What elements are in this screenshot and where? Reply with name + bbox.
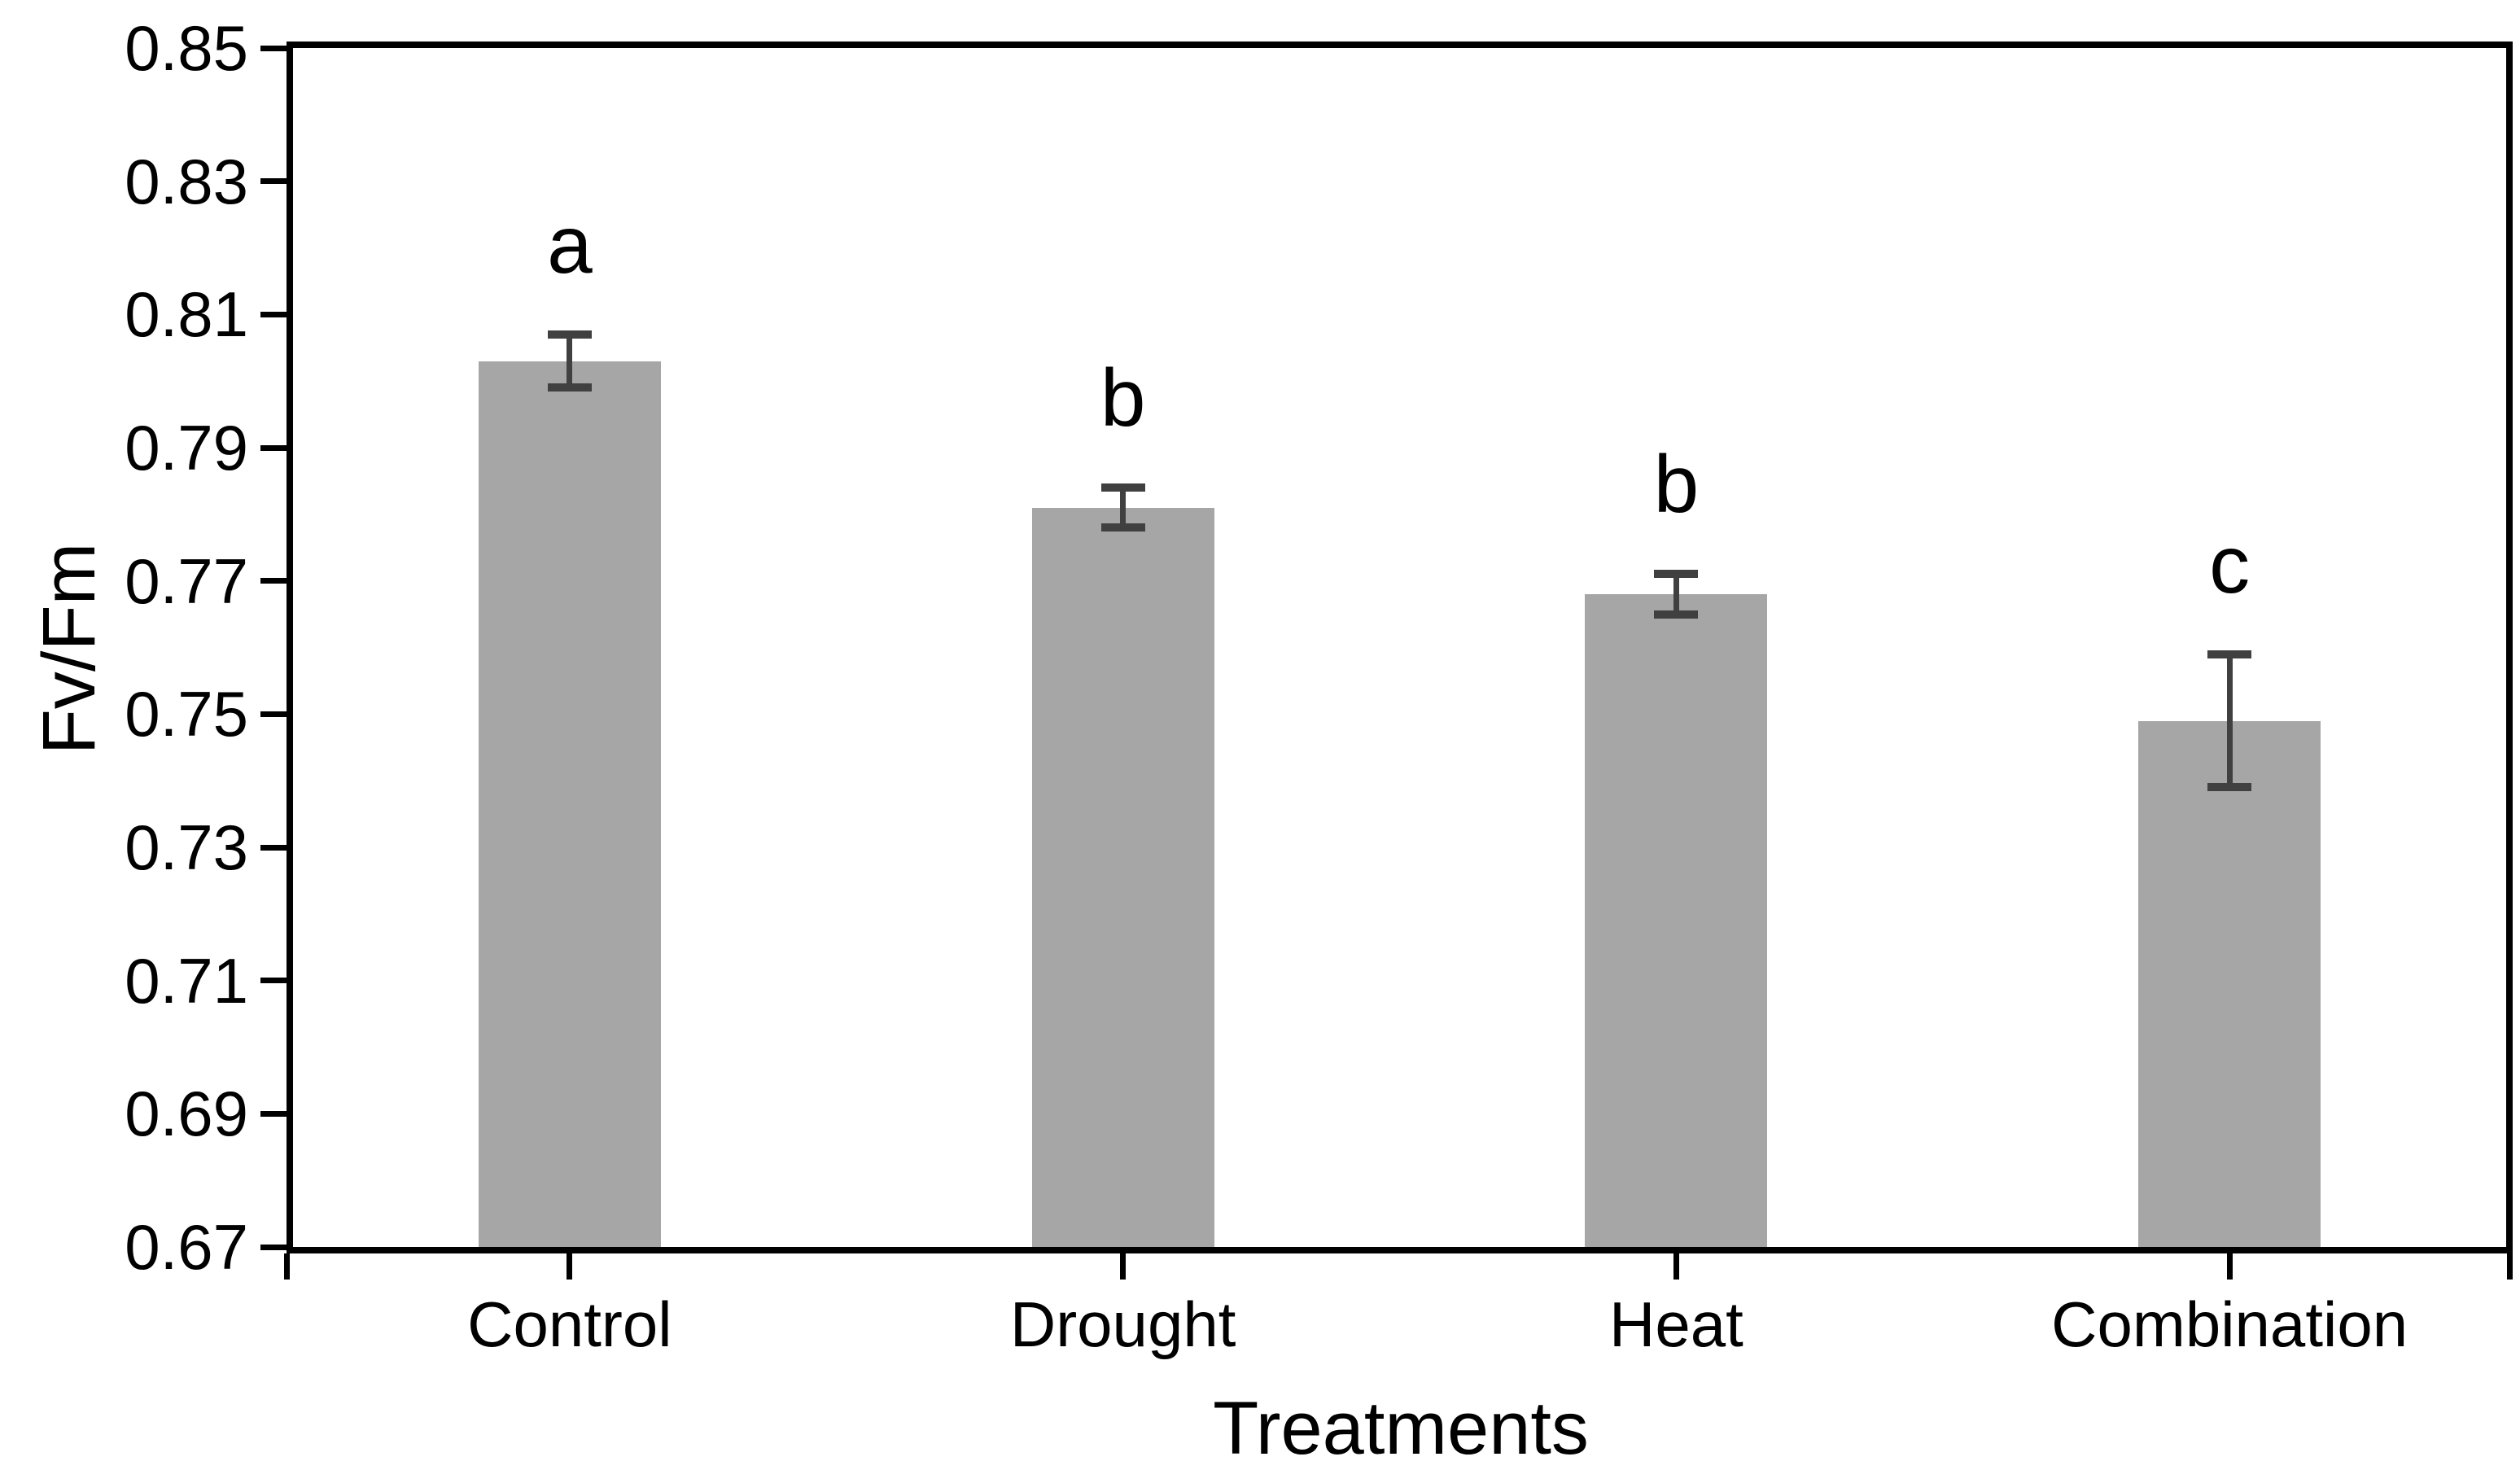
x-tick-label-heat: Heat [1608, 1288, 1743, 1360]
error-bar-line [1120, 488, 1127, 528]
x-tick-mark [2226, 1253, 2233, 1280]
y-tick-mark [260, 45, 287, 51]
significance-letter: b [1653, 439, 1700, 531]
bar-combination [2138, 720, 2321, 1247]
y-tick-label: 0.77 [125, 545, 248, 617]
x-tick-mark-boundary [2506, 1253, 2513, 1280]
y-tick-label: 0.83 [125, 145, 248, 217]
x-tick-mark-boundary [283, 1253, 290, 1280]
y-tick-mark [260, 178, 287, 185]
y-tick-label: 0.71 [125, 944, 248, 1017]
error-bar-line [567, 334, 573, 388]
x-tick-mark [1120, 1253, 1127, 1280]
x-tick-label-combination: Combination [2051, 1288, 2408, 1360]
bar-control [478, 361, 661, 1247]
y-tick-label: 0.79 [125, 412, 248, 483]
y-tick-mark [260, 578, 287, 584]
bar-drought [1031, 507, 1214, 1247]
y-tick-mark [260, 844, 287, 851]
error-bar-cap [1654, 610, 1699, 619]
significance-letter: c [2209, 518, 2251, 610]
x-axis-title: Treatments [1213, 1387, 1589, 1470]
y-tick-mark [260, 444, 287, 451]
y-tick-label: 0.81 [125, 278, 248, 351]
y-tick-label: 0.85 [125, 12, 248, 84]
y-tick-mark [260, 311, 287, 317]
y-tick-label: 0.73 [125, 811, 248, 883]
y-tick-mark [260, 978, 287, 984]
error-bar-cap [2207, 650, 2252, 658]
error-bar-line [2226, 654, 2233, 788]
y-tick-mark [260, 1110, 287, 1117]
error-bar-cap [547, 383, 592, 392]
y-tick-label: 0.75 [125, 678, 248, 750]
x-tick-label-drought: Drought [1009, 1288, 1236, 1360]
y-tick-mark [260, 1244, 287, 1250]
significance-letter: b [1100, 352, 1146, 444]
y-tick-label: 0.67 [125, 1211, 248, 1283]
error-bar-line [1673, 574, 1679, 615]
plot-area: a b b c [287, 42, 2513, 1253]
y-tick-label: 0.69 [125, 1078, 248, 1150]
y-axis-title: Fv/Fm [28, 542, 111, 755]
error-bar-cap [547, 330, 592, 339]
y-tick-mark [260, 711, 287, 717]
x-tick-mark [567, 1253, 573, 1280]
error-bar-cap [2207, 783, 2252, 792]
error-bar-cap [1100, 483, 1145, 492]
error-bar-cap [1654, 570, 1699, 579]
x-tick-mark [1673, 1253, 1679, 1280]
x-tick-label-control: Control [467, 1288, 672, 1360]
error-bar-cap [1100, 523, 1145, 532]
bar-heat [1585, 594, 1768, 1247]
significance-letter: a [547, 199, 593, 291]
